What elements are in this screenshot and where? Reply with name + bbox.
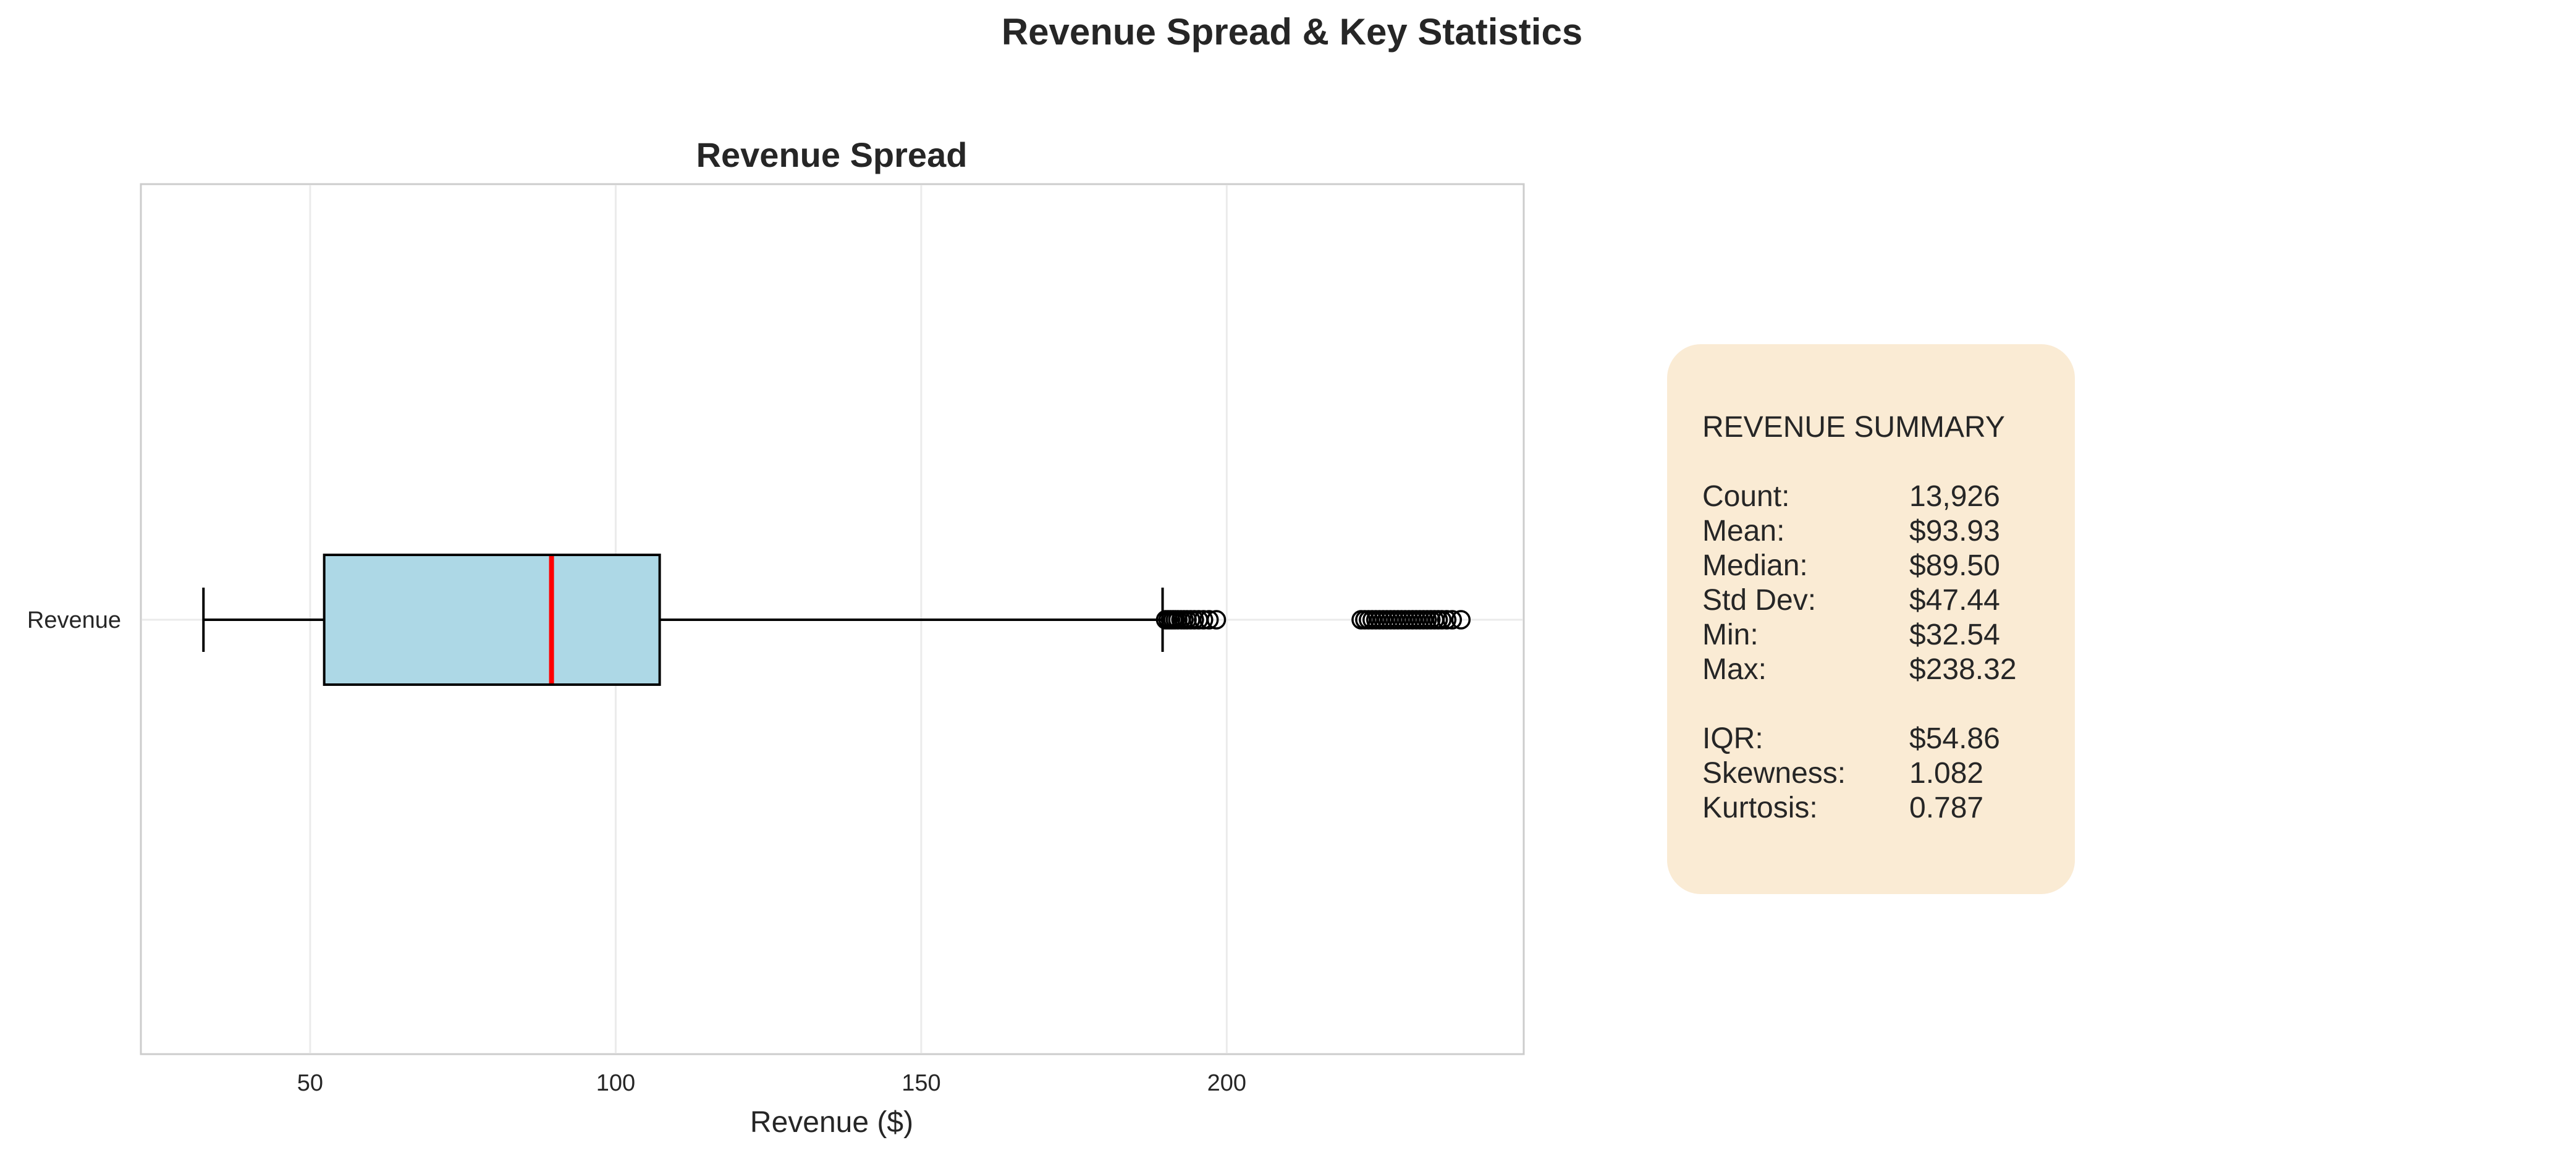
summary-rows: Count: 13,926 Mean: $93.93 Median: $89.50 Std … xyxy=(1702,480,2017,824)
x-tick-label: 150 xyxy=(902,1070,940,1096)
summary-value: $238.32 xyxy=(1909,653,2017,686)
x-axis-label: Revenue ($) xyxy=(750,1106,913,1139)
summary-panel: REVENUE SUMMARY Count: 13,926 Mean: $93.93 M… xyxy=(1667,344,2075,894)
summary-label: Std Dev: xyxy=(1702,584,1816,617)
summary-label: Kurtosis: xyxy=(1702,792,1818,824)
summary-value: $89.50 xyxy=(1909,549,2000,582)
outlier-point xyxy=(1194,610,1214,630)
summary-label: Skewness: xyxy=(1702,757,1846,790)
summary-label: IQR: xyxy=(1702,722,1763,755)
x-tick-label: 50 xyxy=(297,1070,323,1096)
x-tick-labels: 50 100 150 200 xyxy=(297,1070,1246,1096)
figure-title: Revenue Spread & Key Statistics xyxy=(1002,11,1582,53)
summary-value: 1.082 xyxy=(1909,757,1983,790)
iqr-box xyxy=(323,554,661,686)
outlier-point xyxy=(1442,610,1463,630)
summary-label: Median: xyxy=(1702,549,1808,582)
summary-value: 0.787 xyxy=(1909,792,1983,824)
summary-value: 13,926 xyxy=(1909,480,2000,513)
summary-label: Count: xyxy=(1702,480,1789,513)
summary-label: Min: xyxy=(1702,619,1759,651)
summary-value: $47.44 xyxy=(1909,584,2000,617)
summary-heading: REVENUE SUMMARY xyxy=(1702,411,2005,444)
outlier-point xyxy=(1437,610,1457,630)
x-tick-label: 200 xyxy=(1207,1070,1246,1096)
outlier-point xyxy=(1199,610,1219,630)
summary-value: $32.54 xyxy=(1909,619,2000,651)
outlier-point xyxy=(1451,610,1471,630)
subplot-title: Revenue Spread xyxy=(696,135,968,174)
x-tick-label: 100 xyxy=(596,1070,635,1096)
outlier-point xyxy=(1206,610,1227,630)
summary-value: $54.86 xyxy=(1909,722,2000,755)
y-category-label: Revenue xyxy=(27,607,121,633)
boxplot-axes: Revenue Spread 50 100 150 200 Revenue Reven… xyxy=(27,135,1525,1139)
summary-label: Mean: xyxy=(1702,515,1784,547)
boxplot xyxy=(202,554,1471,686)
outlier-point xyxy=(1432,610,1452,630)
summary-label: Max: xyxy=(1702,653,1767,686)
summary-panel-background xyxy=(1667,344,2075,894)
summary-value: $93.93 xyxy=(1909,515,2000,547)
